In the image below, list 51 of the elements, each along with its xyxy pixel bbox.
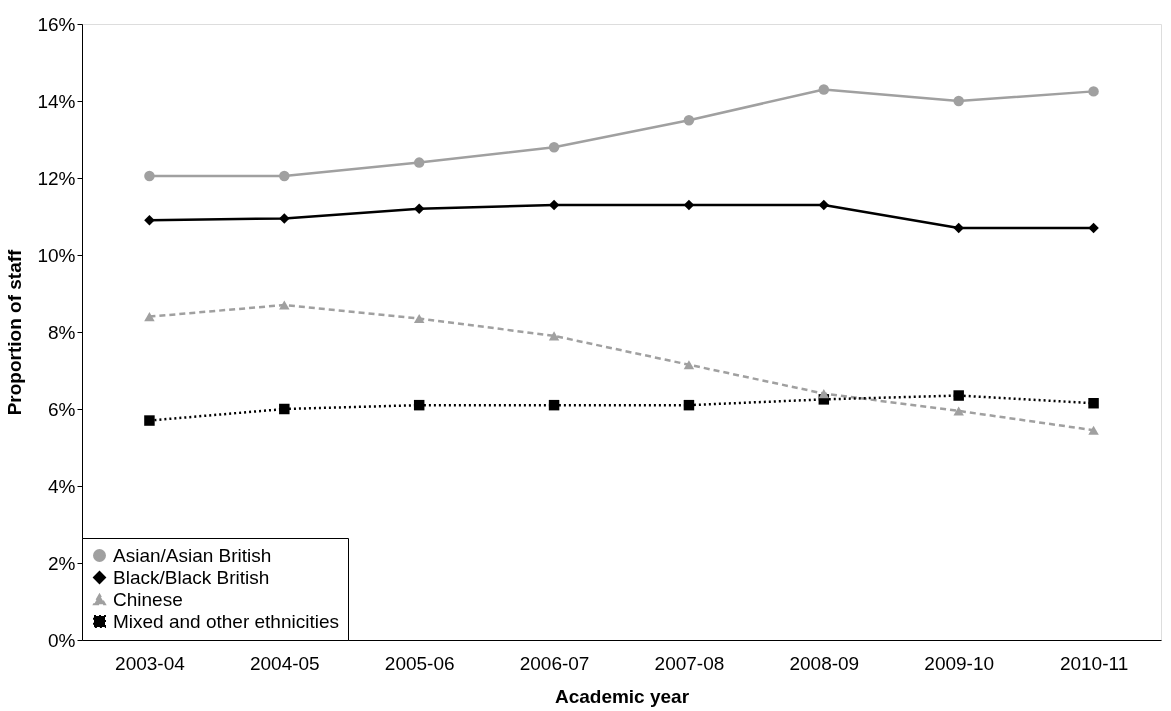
y-tick-label: 10% xyxy=(37,244,76,266)
y-tick-label: 0% xyxy=(48,629,76,651)
point xyxy=(683,360,695,370)
point xyxy=(818,389,830,399)
x-tick-label: 2010-11 xyxy=(1059,652,1129,674)
x-tick-label: 2006-07 xyxy=(519,652,590,674)
point xyxy=(144,415,155,426)
point xyxy=(1088,86,1099,97)
point xyxy=(548,331,560,341)
y-tick-label: 14% xyxy=(37,90,76,112)
point xyxy=(144,312,155,322)
point xyxy=(144,170,155,182)
point xyxy=(1088,397,1099,409)
point xyxy=(548,141,560,153)
point xyxy=(953,95,964,107)
x-tick-label: 2007-08 xyxy=(654,652,725,674)
point xyxy=(683,399,695,411)
point xyxy=(279,213,290,224)
legend-label: Asian/Asian British xyxy=(113,544,272,566)
y-tick-label: 16% xyxy=(37,13,76,35)
y-axis-title: Proportion of staff xyxy=(4,248,26,416)
y-tick-label: 12% xyxy=(37,167,76,189)
x-tick-label: 2003-04 xyxy=(115,652,186,674)
point xyxy=(279,170,290,182)
y-tick-label: 8% xyxy=(48,321,76,343)
x-tick-label: 2005-06 xyxy=(384,652,455,674)
point xyxy=(683,115,695,126)
point xyxy=(279,403,290,415)
x-tick-label: 2008-09 xyxy=(789,652,860,674)
x-tick-label: 2004-05 xyxy=(249,652,320,674)
point xyxy=(144,215,155,226)
y-tick-label: 6% xyxy=(48,398,76,420)
legend-label: Black/Black British xyxy=(113,566,270,588)
point xyxy=(413,157,425,168)
legend-label: Mixed and other ethnicities xyxy=(113,610,340,632)
point xyxy=(1088,222,1099,234)
point xyxy=(413,203,425,215)
y-tick-label: 2% xyxy=(48,552,76,574)
point xyxy=(953,222,964,234)
point xyxy=(953,390,964,401)
point xyxy=(1088,425,1099,435)
x-tick-label: 2009-10 xyxy=(924,652,995,674)
y-tick-label: 4% xyxy=(48,475,76,497)
point xyxy=(548,399,560,411)
point xyxy=(279,300,290,310)
point xyxy=(818,199,830,211)
x-axis-title: Academic year xyxy=(554,685,690,707)
point xyxy=(413,399,425,411)
point xyxy=(818,84,830,95)
point xyxy=(413,313,425,324)
legend-label: Chinese xyxy=(113,588,183,610)
